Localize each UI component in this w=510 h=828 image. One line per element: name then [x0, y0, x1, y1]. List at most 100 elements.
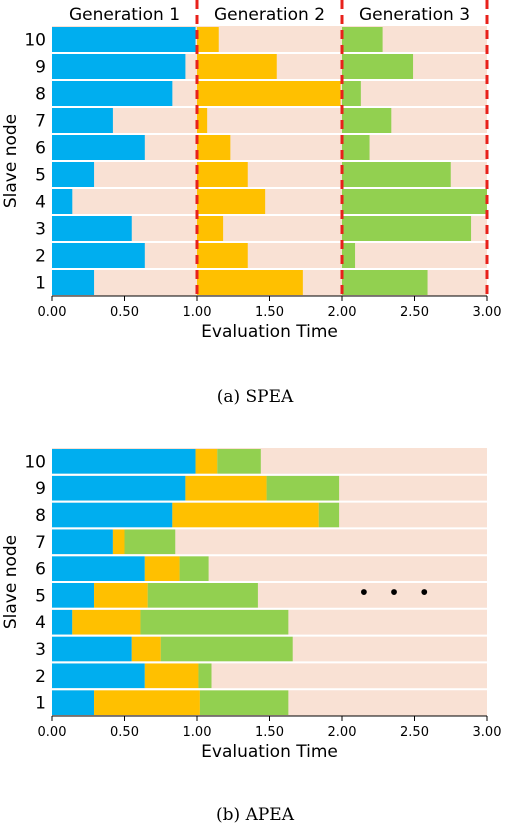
bar-series-1-node-3: [52, 216, 132, 241]
bar-series-1-node-4: [52, 609, 73, 635]
bar-series-2-node-5: [197, 162, 248, 187]
x-tick-label: 1.50: [255, 305, 284, 320]
generation-label-3: Generation 3: [359, 5, 470, 25]
bar-series-2-node-6: [144, 556, 180, 581]
bar-series-3-node-10: [342, 27, 383, 52]
x-tick-label: 3.00: [473, 725, 502, 740]
y-tick-label: 1: [35, 694, 46, 714]
bar-series-2-node-6: [197, 135, 231, 160]
bar-series-1-node-5: [52, 162, 95, 187]
bar-series-2-node-3: [131, 636, 161, 662]
bar-series-1-node-6: [52, 135, 145, 160]
y-tick-label: 4: [35, 613, 46, 633]
y-tick-label: 6: [35, 560, 46, 580]
bar-series-3-node-4: [342, 189, 487, 214]
bar-series-2-node-8: [172, 502, 319, 528]
bar-series-2-node-10: [197, 27, 219, 52]
y-tick-label: 3: [35, 640, 46, 660]
y-tick-label: 4: [35, 193, 46, 213]
x-tick-label: 2.50: [400, 305, 429, 320]
bar-series-2-node-1: [197, 270, 303, 295]
x-tick-label: 2.00: [328, 725, 357, 740]
bar-series-3-node-7: [342, 108, 392, 133]
bar-series-2-node-8: [197, 81, 341, 106]
bar-series-2-node-7: [112, 529, 125, 555]
x-axis-label: Evaluation Time: [201, 742, 338, 762]
bar-series-1-node-6: [52, 556, 145, 581]
bar-series-2-node-2: [197, 243, 248, 268]
y-tick-label: 6: [35, 139, 46, 159]
x-tick-label: 0.50: [110, 725, 139, 740]
bar-series-2-node-9: [197, 54, 277, 79]
bar-series-1-node-8: [52, 81, 173, 106]
y-tick-label: 8: [35, 85, 46, 105]
bar-series-2-node-2: [144, 663, 199, 689]
bar-series-3-node-5: [147, 583, 258, 608]
bar-series-1-node-5: [52, 583, 95, 608]
y-tick-label: 10: [24, 452, 46, 472]
bar-series-2-node-4: [72, 609, 141, 635]
bar-series-1-node-10: [52, 27, 196, 52]
y-axis-label: Slave node: [1, 535, 21, 629]
y-tick-label: 9: [35, 479, 46, 499]
bar-series-2-node-1: [94, 690, 200, 715]
y-axis-label: Slave node: [1, 114, 21, 208]
x-tick-label: 3.00: [473, 305, 502, 320]
bar-series-1-node-1: [52, 270, 95, 295]
bar-series-3-node-5: [342, 162, 451, 187]
bar-series-1-node-9: [52, 54, 186, 79]
y-tick-label: 7: [35, 112, 46, 132]
y-tick-label: 1: [35, 274, 46, 294]
x-tick-label: 2.00: [328, 305, 357, 320]
y-tick-label: 5: [35, 586, 46, 606]
bar-series-3-node-3: [342, 216, 472, 241]
bar-series-1-node-1: [52, 690, 95, 715]
bar-series-3-node-8: [318, 502, 340, 528]
y-tick-label: 5: [35, 166, 46, 186]
caption-b: (b) APEA: [216, 805, 295, 825]
bar-series-1-node-8: [52, 502, 173, 528]
bar-series-3-node-3: [160, 636, 293, 662]
bar-series-2-node-5: [94, 583, 148, 608]
x-tick-label: 2.50: [400, 725, 429, 740]
bar-series-1-node-7: [52, 529, 113, 555]
bar-series-2-node-9: [185, 475, 267, 501]
bar-series-2-node-10: [195, 449, 218, 474]
y-tick-label: 3: [35, 220, 46, 240]
bar-series-3-node-9: [342, 54, 414, 79]
y-tick-label: 10: [24, 31, 46, 51]
caption-a: (a) SPEA: [217, 387, 294, 407]
bar-series-1-node-9: [52, 475, 186, 501]
bar-series-2-node-3: [197, 216, 224, 241]
bar-series-3-node-6: [342, 135, 370, 160]
bar-series-1-node-2: [52, 243, 145, 268]
apea-chart: 0.00 0.50 1.00 1.50 2.00 2.50 3.00 1 2 3 4 5 6 7 8 9 10 E…: [1, 448, 501, 762]
x-tick-label: 0.00: [38, 305, 67, 320]
bar-series-3-node-6: [179, 556, 209, 581]
y-tick-label: 2: [35, 247, 46, 267]
spea-chart: Generation 1 Generation 2 Generation 3 0.00…: [1, 0, 501, 342]
bar-series-3-node-1: [342, 270, 428, 295]
y-tick-label: 7: [35, 533, 46, 553]
generation-label-1: Generation 1: [69, 5, 180, 25]
y-tick-label: 2: [35, 667, 46, 687]
bar-series-3-node-2: [342, 243, 356, 268]
bar-series-2-node-7: [197, 108, 208, 133]
y-tick-label: 8: [35, 506, 46, 526]
bar-series-3-node-2: [198, 663, 212, 689]
bar-series-3-node-10: [217, 449, 261, 474]
continuation-ellipsis: • • •: [358, 580, 436, 604]
x-tick-label: 0.50: [110, 305, 139, 320]
bar-series-3-node-8: [342, 81, 361, 106]
bar-series-1-node-10: [52, 449, 196, 474]
generation-label-2: Generation 2: [214, 5, 325, 25]
bar-series-1-node-2: [52, 663, 145, 689]
x-axis-label: Evaluation Time: [201, 322, 338, 342]
bar-series-3-node-7: [124, 529, 176, 555]
bar-series-3-node-4: [140, 609, 289, 635]
x-tick-label: 0.00: [38, 725, 67, 740]
bar-series-3-node-9: [266, 475, 340, 501]
bar-series-1-node-3: [52, 636, 132, 662]
bar-series-1-node-7: [52, 108, 113, 133]
